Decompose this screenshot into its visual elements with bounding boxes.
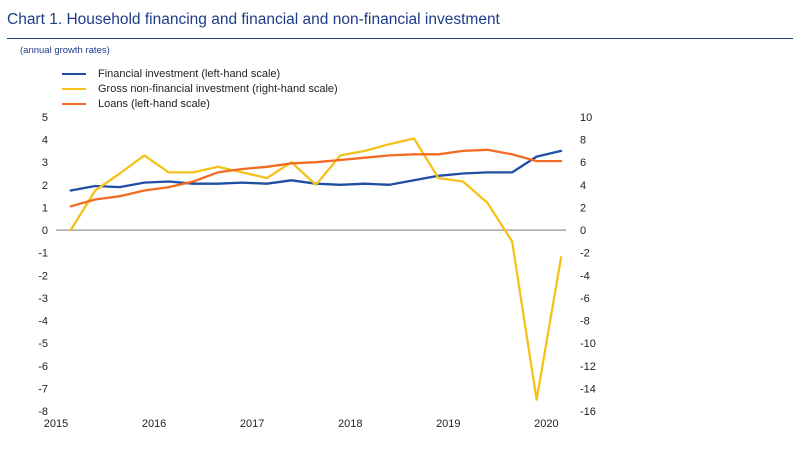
y-left-tick-label: -6 [38, 361, 48, 373]
y-left-tick-label: 0 [42, 225, 48, 237]
y-left-tick-label: 3 [42, 157, 48, 169]
chart-legend: Financial investment (left-hand scale) G… [62, 66, 338, 111]
title-divider [7, 38, 793, 39]
x-tick-label: 2018 [338, 418, 362, 430]
y-left-tick-label: -2 [38, 270, 48, 282]
y-right-tick-label: 10 [580, 112, 592, 124]
legend-swatch-gross-non-financial-investment [62, 87, 86, 90]
y-right-tick-label: 8 [580, 135, 586, 147]
x-tick-label: 2016 [142, 418, 166, 430]
series-line-loans [69, 148, 563, 208]
y-right-tick-label: -12 [580, 361, 596, 373]
series-line-gross-non-financial-investment [69, 137, 563, 401]
y-left-tick-label: -7 [38, 383, 48, 395]
x-tick-label: 2020 [534, 418, 558, 430]
y-left-tick-label: 1 [42, 202, 48, 214]
y-left-tick-label: 5 [42, 112, 48, 124]
y-right-tick-label: -14 [580, 383, 596, 395]
x-tick-label: 2017 [240, 418, 264, 430]
legend-label-loans: Loans (left-hand scale) [98, 97, 210, 110]
y-left-tick-label: -3 [38, 293, 48, 305]
y-right-tick-label: -6 [580, 293, 590, 305]
legend-swatch-financial-investment [62, 72, 86, 75]
y-right-tick-label: 4 [580, 180, 586, 192]
y-right-tick-label: 6 [580, 157, 586, 169]
y-left-tick-label: 2 [42, 180, 48, 192]
x-tick-label: 2019 [436, 418, 460, 430]
y-right-tick-label: 2 [580, 202, 586, 214]
legend-item-gross-non-financial-investment: Gross non-financial investment (right-ha… [62, 81, 338, 96]
y-right-tick-label: -8 [580, 316, 590, 328]
legend-swatch-loans [62, 102, 86, 105]
y-left-tick-label: 4 [42, 135, 48, 147]
y-right-tick-label: -16 [580, 406, 596, 418]
y-left-tick-label: -5 [38, 338, 48, 350]
chart-title: Chart 1. Household financing and financi… [7, 11, 500, 28]
chart-subtitle: (annual growth rates) [20, 45, 110, 56]
legend-label-gross-non-financial-investment: Gross non-financial investment (right-ha… [98, 82, 338, 95]
y-right-tick-label: -10 [580, 338, 596, 350]
y-left-tick-label: -4 [38, 316, 48, 328]
x-tick-label: 2015 [44, 418, 68, 430]
y-left-tick-label: -1 [38, 248, 48, 260]
y-left-tick-label: -8 [38, 406, 48, 418]
legend-item-loans: Loans (left-hand scale) [62, 96, 338, 111]
legend-label-financial-investment: Financial investment (left-hand scale) [98, 67, 281, 80]
y-right-tick-label: 0 [580, 225, 586, 237]
y-right-tick-label: -4 [580, 270, 590, 282]
legend-item-financial-investment: Financial investment (left-hand scale) [62, 66, 338, 81]
y-right-tick-label: -2 [580, 248, 590, 260]
